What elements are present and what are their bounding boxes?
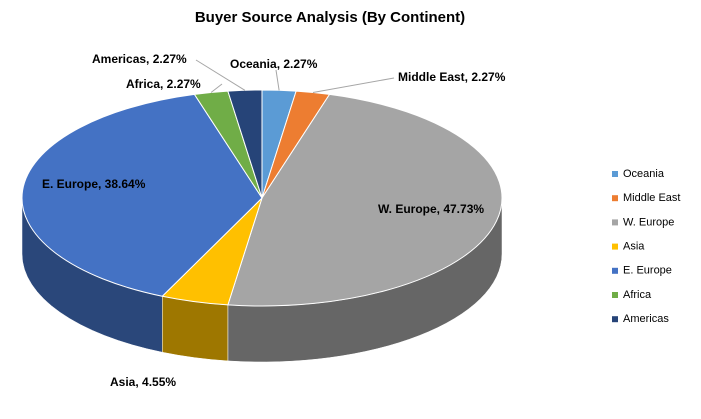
legend-label: Americas (623, 313, 669, 325)
data-label: Oceania, 2.27% (230, 57, 318, 71)
data-label: Americas, 2.27% (92, 52, 187, 66)
pie-slice (227, 93, 503, 307)
leader-line (210, 83, 223, 93)
leader-line (275, 69, 280, 91)
legend-label: Asia (623, 241, 645, 253)
data-label: Asia, 4.55% (110, 375, 176, 389)
legend-swatch (612, 219, 618, 226)
leader-line (195, 59, 246, 91)
data-label: E. Europe, 38.64% (42, 177, 146, 191)
legend-swatch (612, 243, 618, 250)
pie-slice (21, 93, 263, 297)
legend-label: E. Europe (623, 265, 672, 277)
legend-swatch (612, 195, 618, 202)
data-label: Middle East, 2.27% (398, 70, 506, 84)
chart-title: Buyer Source Analysis (By Continent) (195, 9, 465, 26)
legend-label: Middle East (623, 192, 680, 204)
data-label: Africa, 2.27% (126, 77, 201, 91)
legend-swatch (612, 316, 618, 323)
data-label: W. Europe, 47.73% (378, 202, 484, 216)
pie-side (162, 295, 229, 362)
legend-swatch (612, 171, 618, 177)
legend-label: W. Europe (623, 216, 674, 228)
legend-swatch (612, 267, 618, 274)
legend-label: Africa (623, 289, 652, 301)
legend-swatch (612, 292, 618, 298)
legend-label: Oceania (623, 168, 665, 180)
leader-line (312, 77, 395, 93)
